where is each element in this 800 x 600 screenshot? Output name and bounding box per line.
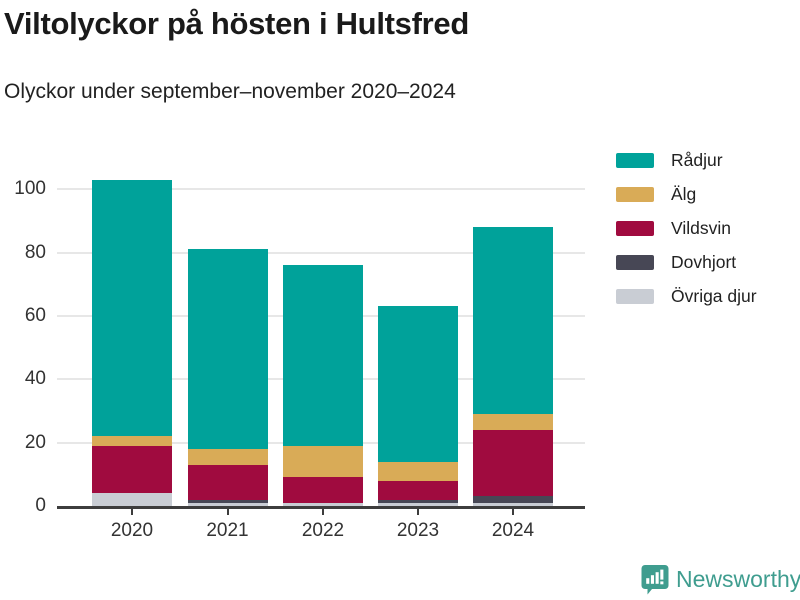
bar-segment-2023-vildsvin <box>378 480 458 500</box>
legend-item-dovhjort: Dovhjort <box>616 252 757 273</box>
bar-segment-2021-älg <box>187 448 268 465</box>
bar-segment-2022-vildsvin <box>283 477 363 503</box>
legend-swatch <box>616 255 654 270</box>
bar-segment-2024-älg <box>473 414 553 430</box>
legend-swatch <box>616 289 654 304</box>
chart-plot-area: 0 20 40 60 80 100 2020 2021 2022 2023 2024 <box>0 138 800 558</box>
chart-subtitle: Olyckor under september–november 2020–20… <box>4 80 456 103</box>
bar-segment-2023-övriga-djur <box>378 502 458 506</box>
legend-label: Rådjur <box>671 150 723 170</box>
newsworthy-logo[interactable]: Newsworthy <box>641 561 800 597</box>
gridline-y-100 <box>57 188 585 191</box>
newsworthy-icon <box>641 564 669 595</box>
legend-label: Älg <box>671 184 697 204</box>
bar-segment-2021-rådjur <box>187 249 268 449</box>
x-axis-tick <box>512 509 514 515</box>
legend-item-vildsvin: Vildsvin <box>616 218 757 239</box>
bar-segment-2020-rådjur <box>92 179 172 437</box>
x-axis-label: 2023 <box>396 520 440 541</box>
y-axis-label: 60 <box>24 304 46 326</box>
chart-title: Viltolyckor på hösten i Hultsfred <box>4 6 469 41</box>
bar-segment-2020-älg <box>92 436 172 446</box>
bar-segment-2024-vildsvin <box>473 429 553 497</box>
bar-segment-2021-vildsvin <box>187 464 268 500</box>
x-axis-tick <box>226 509 229 515</box>
legend-swatch <box>616 187 654 202</box>
x-axis-line <box>57 506 585 509</box>
x-axis-label: 2021 <box>206 520 249 541</box>
bar-segment-2023-dovhjort <box>378 499 458 503</box>
y-axis-label: 80 <box>24 241 46 263</box>
bar-segment-2021-övriga-djur <box>187 502 268 506</box>
legend-item-älg: Älg <box>616 184 757 205</box>
bar-segment-2022-älg <box>283 445 363 478</box>
bar-segment-2022-rådjur <box>283 265 363 446</box>
x-axis-label: 2022 <box>301 520 345 541</box>
legend-label: Övriga djur <box>671 286 757 306</box>
y-axis-label: 40 <box>24 368 46 390</box>
bar-segment-2024-rådjur <box>473 227 553 415</box>
bar-segment-2024-övriga-djur <box>473 502 553 506</box>
y-axis-label: 100 <box>14 178 46 200</box>
legend-swatch <box>616 221 654 236</box>
x-axis-tick <box>417 509 419 515</box>
bar-segment-2021-dovhjort <box>187 499 268 503</box>
bar-segment-2023-älg <box>378 461 458 481</box>
legend-label: Dovhjort <box>671 252 737 272</box>
y-axis-label: 0 <box>35 495 46 516</box>
y-axis-label: 20 <box>24 431 46 453</box>
x-axis-tick <box>322 509 324 515</box>
legend: Rådjur Älg Vildsvin Dovhjort Övriga djur <box>616 150 757 320</box>
bar-segment-2023-rådjur <box>378 306 458 462</box>
legend-item-rådjur: Rådjur <box>616 150 757 171</box>
newsworthy-wordmark: Newsworthy <box>676 565 800 592</box>
bar-segment-2024-dovhjort <box>473 496 553 503</box>
bar-segment-2020-vildsvin <box>92 445 172 494</box>
x-axis-label: 2024 <box>491 520 535 541</box>
bar-segment-2022-övriga-djur <box>283 502 363 506</box>
legend-item-övriga-djur: Övriga djur <box>616 286 757 307</box>
gridline-y-80 <box>57 251 585 254</box>
legend-label: Vildsvin <box>671 218 731 238</box>
x-axis-tick <box>131 509 133 515</box>
bar-segment-2020-övriga-djur <box>92 493 172 506</box>
legend-swatch <box>616 153 654 168</box>
x-axis-label: 2020 <box>110 520 154 541</box>
